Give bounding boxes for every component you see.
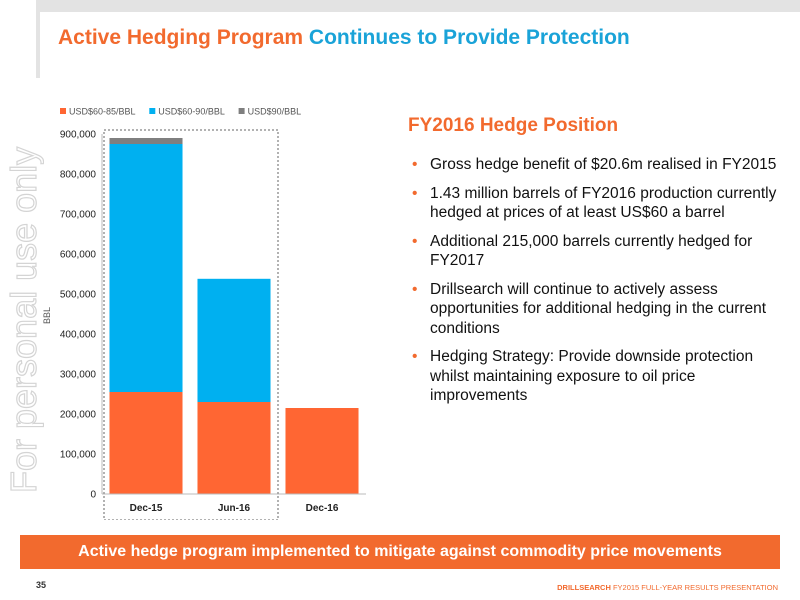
bullet-item: • 1.43 million barrels of FY2016 producti… xyxy=(410,184,780,223)
bullet-item: • Hedging Strategy: Provide downside prot… xyxy=(410,347,780,406)
bar-segment xyxy=(197,278,271,402)
x-tick-label: Jun-16 xyxy=(218,503,251,514)
header-rule xyxy=(40,0,800,12)
bullet-text: Gross hedge benefit of $20.6m realised i… xyxy=(430,156,777,173)
y-tick-label: 200,000 xyxy=(60,410,97,421)
footer-presentation: FY2015 FULL-YEAR RESULTS PRESENTATION xyxy=(612,583,778,592)
y-tick-label: 900,000 xyxy=(60,130,97,141)
bullet-text: 1.43 million barrels of FY2016 productio… xyxy=(430,184,777,222)
bullet-dot-icon: • xyxy=(412,232,418,250)
bar-segment xyxy=(109,138,183,144)
bar-segment xyxy=(109,392,183,494)
hedge-chart-svg: USD$60-85/BBL USD$60-90/BBL USD$90/BBL 0 100… xyxy=(42,107,366,521)
legend-swatch xyxy=(149,108,156,114)
footer: DRILLSEARCH FY2015 FULL-YEAR RESULTS PRE… xyxy=(557,583,778,592)
legend-label: USD$90/BBL xyxy=(248,107,302,117)
bar-segment xyxy=(197,402,271,494)
y-tick-label: 500,000 xyxy=(60,290,97,301)
title-part1: Active Hedging Program xyxy=(58,26,304,49)
hedge-position-title: FY2016 Hedge Position xyxy=(408,115,619,136)
y-tick-label: 600,000 xyxy=(60,250,97,261)
header-side-rule xyxy=(36,0,40,78)
watermark: For personal use only xyxy=(0,88,44,498)
y-tick-label: 300,000 xyxy=(60,370,97,381)
bullet-dot-icon: • xyxy=(412,280,418,298)
y-tick-label: 400,000 xyxy=(60,330,97,341)
legend-swatch xyxy=(60,108,66,114)
bar-segment xyxy=(109,144,183,392)
slide-title: Active Hedging Program Continues to Prov… xyxy=(58,26,630,50)
bar-segment xyxy=(285,408,359,494)
bullet-text: Additional 215,000 barrels currently hed… xyxy=(430,232,753,270)
legend-swatch xyxy=(238,108,245,114)
x-tick-label: Dec-15 xyxy=(130,503,163,514)
page-number: 35 xyxy=(36,580,47,590)
hedge-chart: USD$60-85/BBL USD$60-90/BBL USD$90/BBL 0 100… xyxy=(40,100,370,521)
hedge-bullets: • Gross hedge benefit of $20.6m realised … xyxy=(410,155,780,415)
y-tick-label: 100,000 xyxy=(60,450,97,461)
summary-banner: Active hedge program implemented to miti… xyxy=(20,535,780,569)
bullet-dot-icon: • xyxy=(412,156,418,173)
bullet-item: • Additional 215,000 barrels currently he… xyxy=(410,232,780,271)
y-tick-label: 0 xyxy=(90,490,96,501)
y-tick-label: 800,000 xyxy=(60,170,97,181)
bullet-item: • Gross hedge benefit of $20.6m realised … xyxy=(410,155,780,175)
highlight-box xyxy=(103,129,279,521)
bullet-text: Hedging Strategy: Provide downside prote… xyxy=(430,348,754,404)
bullet-dot-icon: • xyxy=(412,348,418,365)
y-tick-label: 700,000 xyxy=(60,210,97,221)
x-tick-label: Dec-16 xyxy=(306,503,339,514)
legend-label: USD$60-85/BBL xyxy=(69,107,136,117)
bullet-dot-icon: • xyxy=(412,184,418,202)
title-part2: Continues to Provide Protection xyxy=(308,26,630,49)
y-axis-label: BBL xyxy=(42,307,52,324)
footer-company: DRILLSEARCH xyxy=(557,583,611,592)
watermark-text: For personal use only xyxy=(3,147,44,493)
bullet-item: • Drillsearch will continue to actively a… xyxy=(410,280,780,339)
legend-label: USD$60-90/BBL xyxy=(158,107,225,117)
bullet-text: Drillsearch will continue to actively as… xyxy=(430,280,767,337)
